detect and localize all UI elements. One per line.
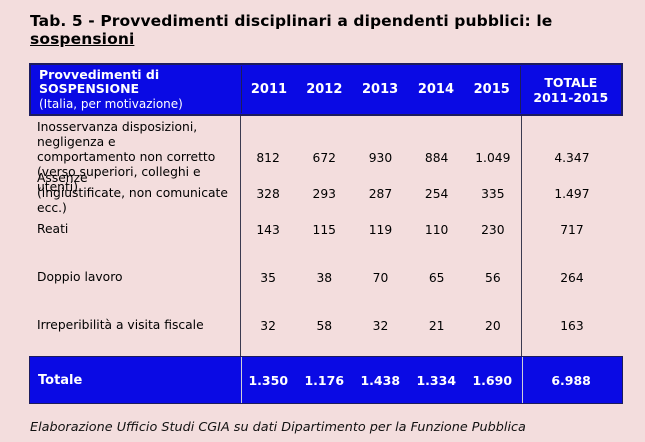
table-body: Inosservanza disposizioni, negligenza e …	[29, 116, 623, 356]
header-total-line2: 2011-2015	[533, 89, 609, 105]
column-divider-left	[240, 116, 241, 356]
source-note: Elaborazione Ufficio Studi CGIA su dati …	[30, 420, 526, 435]
table-total-row: Totale 1.350 1.176 1.438 1.334 1.690 6.9…	[29, 356, 623, 404]
row-label-line: Inosservanza disposizioni, negligenza e	[37, 120, 198, 149]
header-label-line2: SOSPENSIONE	[39, 81, 140, 97]
header-year-2012: 2012	[306, 82, 343, 97]
title-text: Tab. 5 - Provvedimenti disciplinari a di…	[30, 12, 553, 30]
cell-value: 38	[316, 270, 333, 285]
table-row-doppio-lavoro: Doppio lavoro 35 38 70 65 56 264	[29, 260, 623, 308]
row-label-line: Doppio lavoro	[37, 270, 123, 284]
header-label-cell: Provvedimenti di SOSPENSIONE (Italia, pe…	[31, 66, 241, 114]
table-row-irreperibilita: Irreperibilità a visita fiscale 32 58 32…	[29, 308, 623, 356]
cell-value: 32	[372, 318, 389, 333]
title-underlined-word: sospensioni	[30, 30, 135, 48]
row-label: Assenze (ingiustificate, non comunicate …	[29, 171, 240, 216]
table-header-row: Provvedimenti di SOSPENSIONE (Italia, pe…	[29, 63, 623, 116]
cell-value: 20	[485, 318, 501, 333]
cell-row-total: 717	[560, 222, 584, 237]
total-column-divider-right	[522, 357, 523, 403]
header-total-line1: TOTALE	[544, 74, 598, 90]
cell-value: 35	[260, 270, 276, 285]
cell-value: 110	[424, 222, 449, 237]
cell-value: 293	[312, 186, 336, 201]
table-title: Tab. 5 - Provvedimenti disciplinari a di…	[30, 12, 645, 48]
cell-row-total: 1.497	[554, 186, 590, 201]
row-label-line: Reati	[37, 222, 69, 236]
row-label-line: (verso superiori, colleghi e utenti)	[37, 165, 201, 194]
total-grand-total: 6.988	[551, 372, 591, 388]
cell-row-total: 4.347	[554, 150, 590, 165]
cell-row-total: 163	[560, 318, 584, 333]
total-row-label: Totale	[38, 372, 83, 388]
header-label-line1: Provvedimenti di	[39, 66, 160, 82]
column-divider-right	[521, 116, 522, 356]
row-label: Inosservanza disposizioni, negligenza e …	[29, 120, 240, 195]
cell-value: 115	[312, 222, 336, 237]
cell-value: 335	[481, 186, 505, 201]
total-cell-value: 1.438	[360, 372, 401, 388]
cell-value: 812	[256, 150, 280, 165]
header-label-line3: (Italia, per motivazione)	[39, 96, 183, 111]
header-year-2013: 2013	[362, 82, 399, 97]
total-cell-value: 1.690	[472, 372, 513, 388]
row-label-line: comportamento non corretto	[37, 150, 216, 164]
cell-row-total: 264	[560, 270, 584, 285]
cell-value: 930	[368, 150, 393, 165]
cell-value: 328	[256, 186, 280, 201]
row-label: Irreperibilità a visita fiscale	[29, 318, 240, 333]
total-cell-value: 1.176	[304, 372, 345, 388]
cell-value: 143	[256, 222, 280, 237]
total-cell-value: 1.334	[416, 372, 457, 388]
total-cell-value: 1.350	[248, 372, 289, 388]
cell-value: 32	[260, 318, 276, 333]
suspensions-table: Provvedimenti di SOSPENSIONE (Italia, pe…	[29, 63, 623, 404]
row-label-line: (ingiustificate, non comunicate ecc.)	[37, 186, 228, 215]
cell-value: 21	[428, 318, 445, 333]
cell-value: 230	[481, 222, 505, 237]
table-row-inosservanza: Inosservanza disposizioni, negligenza e …	[29, 116, 623, 194]
cell-value: 119	[368, 222, 393, 237]
cell-value: 287	[368, 186, 393, 201]
cell-value: 1.049	[475, 150, 511, 165]
header-year-2015: 2015	[473, 82, 510, 97]
header-year-2014: 2014	[417, 82, 454, 97]
cell-value: 254	[424, 186, 449, 201]
cell-value: 65	[428, 270, 445, 285]
row-label: Reati	[29, 222, 240, 237]
header-total-cell: TOTALE 2011-2015	[519, 65, 621, 114]
table-row-reati: Reati 143 115 119 110 230 717	[29, 212, 623, 260]
cell-value: 56	[485, 270, 501, 285]
total-column-divider-left	[241, 357, 242, 403]
table-row-assenze: Assenze (ingiustificate, non comunicate …	[29, 164, 623, 215]
cell-value: 70	[372, 270, 389, 285]
cell-value: 672	[312, 150, 336, 165]
cell-value: 58	[316, 318, 333, 333]
row-label-line: Irreperibilità a visita fiscale	[37, 318, 204, 332]
header-year-2011: 2011	[240, 65, 297, 114]
row-label-line: Assenze	[37, 171, 88, 185]
row-label: Doppio lavoro	[29, 270, 240, 285]
cell-value: 884	[424, 150, 449, 165]
